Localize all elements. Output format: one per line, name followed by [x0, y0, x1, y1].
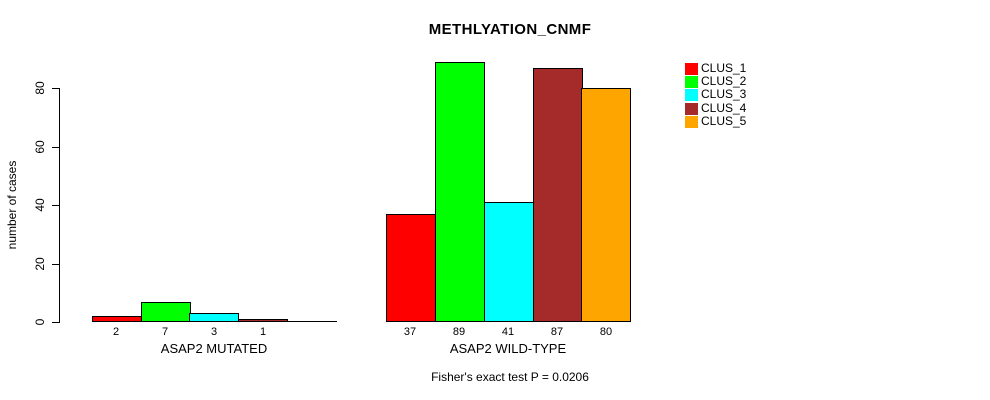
y-axis-tick — [52, 264, 59, 265]
bar-value-label: 3 — [210, 326, 218, 338]
bar-clus_4 — [238, 319, 288, 322]
legend-color-swatch — [685, 75, 698, 88]
bar-value-label: 37 — [403, 326, 417, 338]
y-axis-title: number of cases — [5, 160, 19, 250]
fisher-test-footnote: Fisher's exact test P = 0.0206 — [431, 370, 589, 384]
legend-label: CLUS_1 — [701, 61, 747, 75]
legend-label: CLUS_2 — [701, 74, 747, 88]
group-label: ASAP2 MUTATED — [160, 341, 268, 356]
bar-clus_3 — [484, 202, 534, 322]
y-axis-tick — [52, 147, 59, 148]
bar-clus_3 — [189, 313, 239, 322]
bar-clus_2 — [141, 302, 191, 322]
legend-label: CLUS_5 — [701, 114, 747, 128]
bar-value-label: 7 — [161, 326, 169, 338]
y-axis-tick-label: 60 — [33, 140, 47, 154]
y-axis-tick — [52, 205, 59, 206]
legend-item-clus_3: CLUS_3 — [685, 88, 746, 101]
y-axis-tick-label: 80 — [33, 81, 47, 95]
legend-item-clus_1: CLUS_1 — [685, 62, 746, 75]
legend-label: CLUS_3 — [701, 87, 747, 101]
legend-color-swatch — [685, 62, 698, 75]
bar-clus_1 — [92, 316, 142, 322]
legend-color-swatch — [685, 102, 698, 115]
legend-item-clus_5: CLUS_5 — [685, 115, 746, 128]
bar-value-label: 87 — [550, 326, 564, 338]
bar-clus_2 — [435, 62, 485, 322]
bar-clus_5 — [581, 88, 631, 322]
y-axis-tick-label: 20 — [33, 257, 47, 271]
legend-color-swatch — [685, 88, 698, 101]
bar-value-label: 80 — [599, 326, 613, 338]
bar-value-label: 41 — [501, 326, 515, 338]
bar-clus_4 — [533, 68, 583, 322]
bar-value-label: 1 — [259, 326, 267, 338]
legend-item-clus_4: CLUS_4 — [685, 102, 746, 115]
legend-label: CLUS_4 — [701, 101, 747, 115]
legend-color-swatch — [685, 115, 698, 128]
y-axis-tick — [52, 322, 59, 323]
y-axis-line — [59, 88, 60, 323]
bar-clus_1 — [386, 214, 436, 322]
y-axis-tick — [52, 88, 59, 89]
bar-value-label: 2 — [112, 326, 120, 338]
legend-item-clus_2: CLUS_2 — [685, 75, 746, 88]
y-axis-tick-label: 0 — [33, 318, 47, 326]
chart-title: METHLYATION_CNMF — [428, 21, 592, 38]
group-label: ASAP2 WILD-TYPE — [449, 341, 567, 356]
y-axis-tick-label: 40 — [33, 198, 47, 212]
bar-value-label: 89 — [452, 326, 466, 338]
